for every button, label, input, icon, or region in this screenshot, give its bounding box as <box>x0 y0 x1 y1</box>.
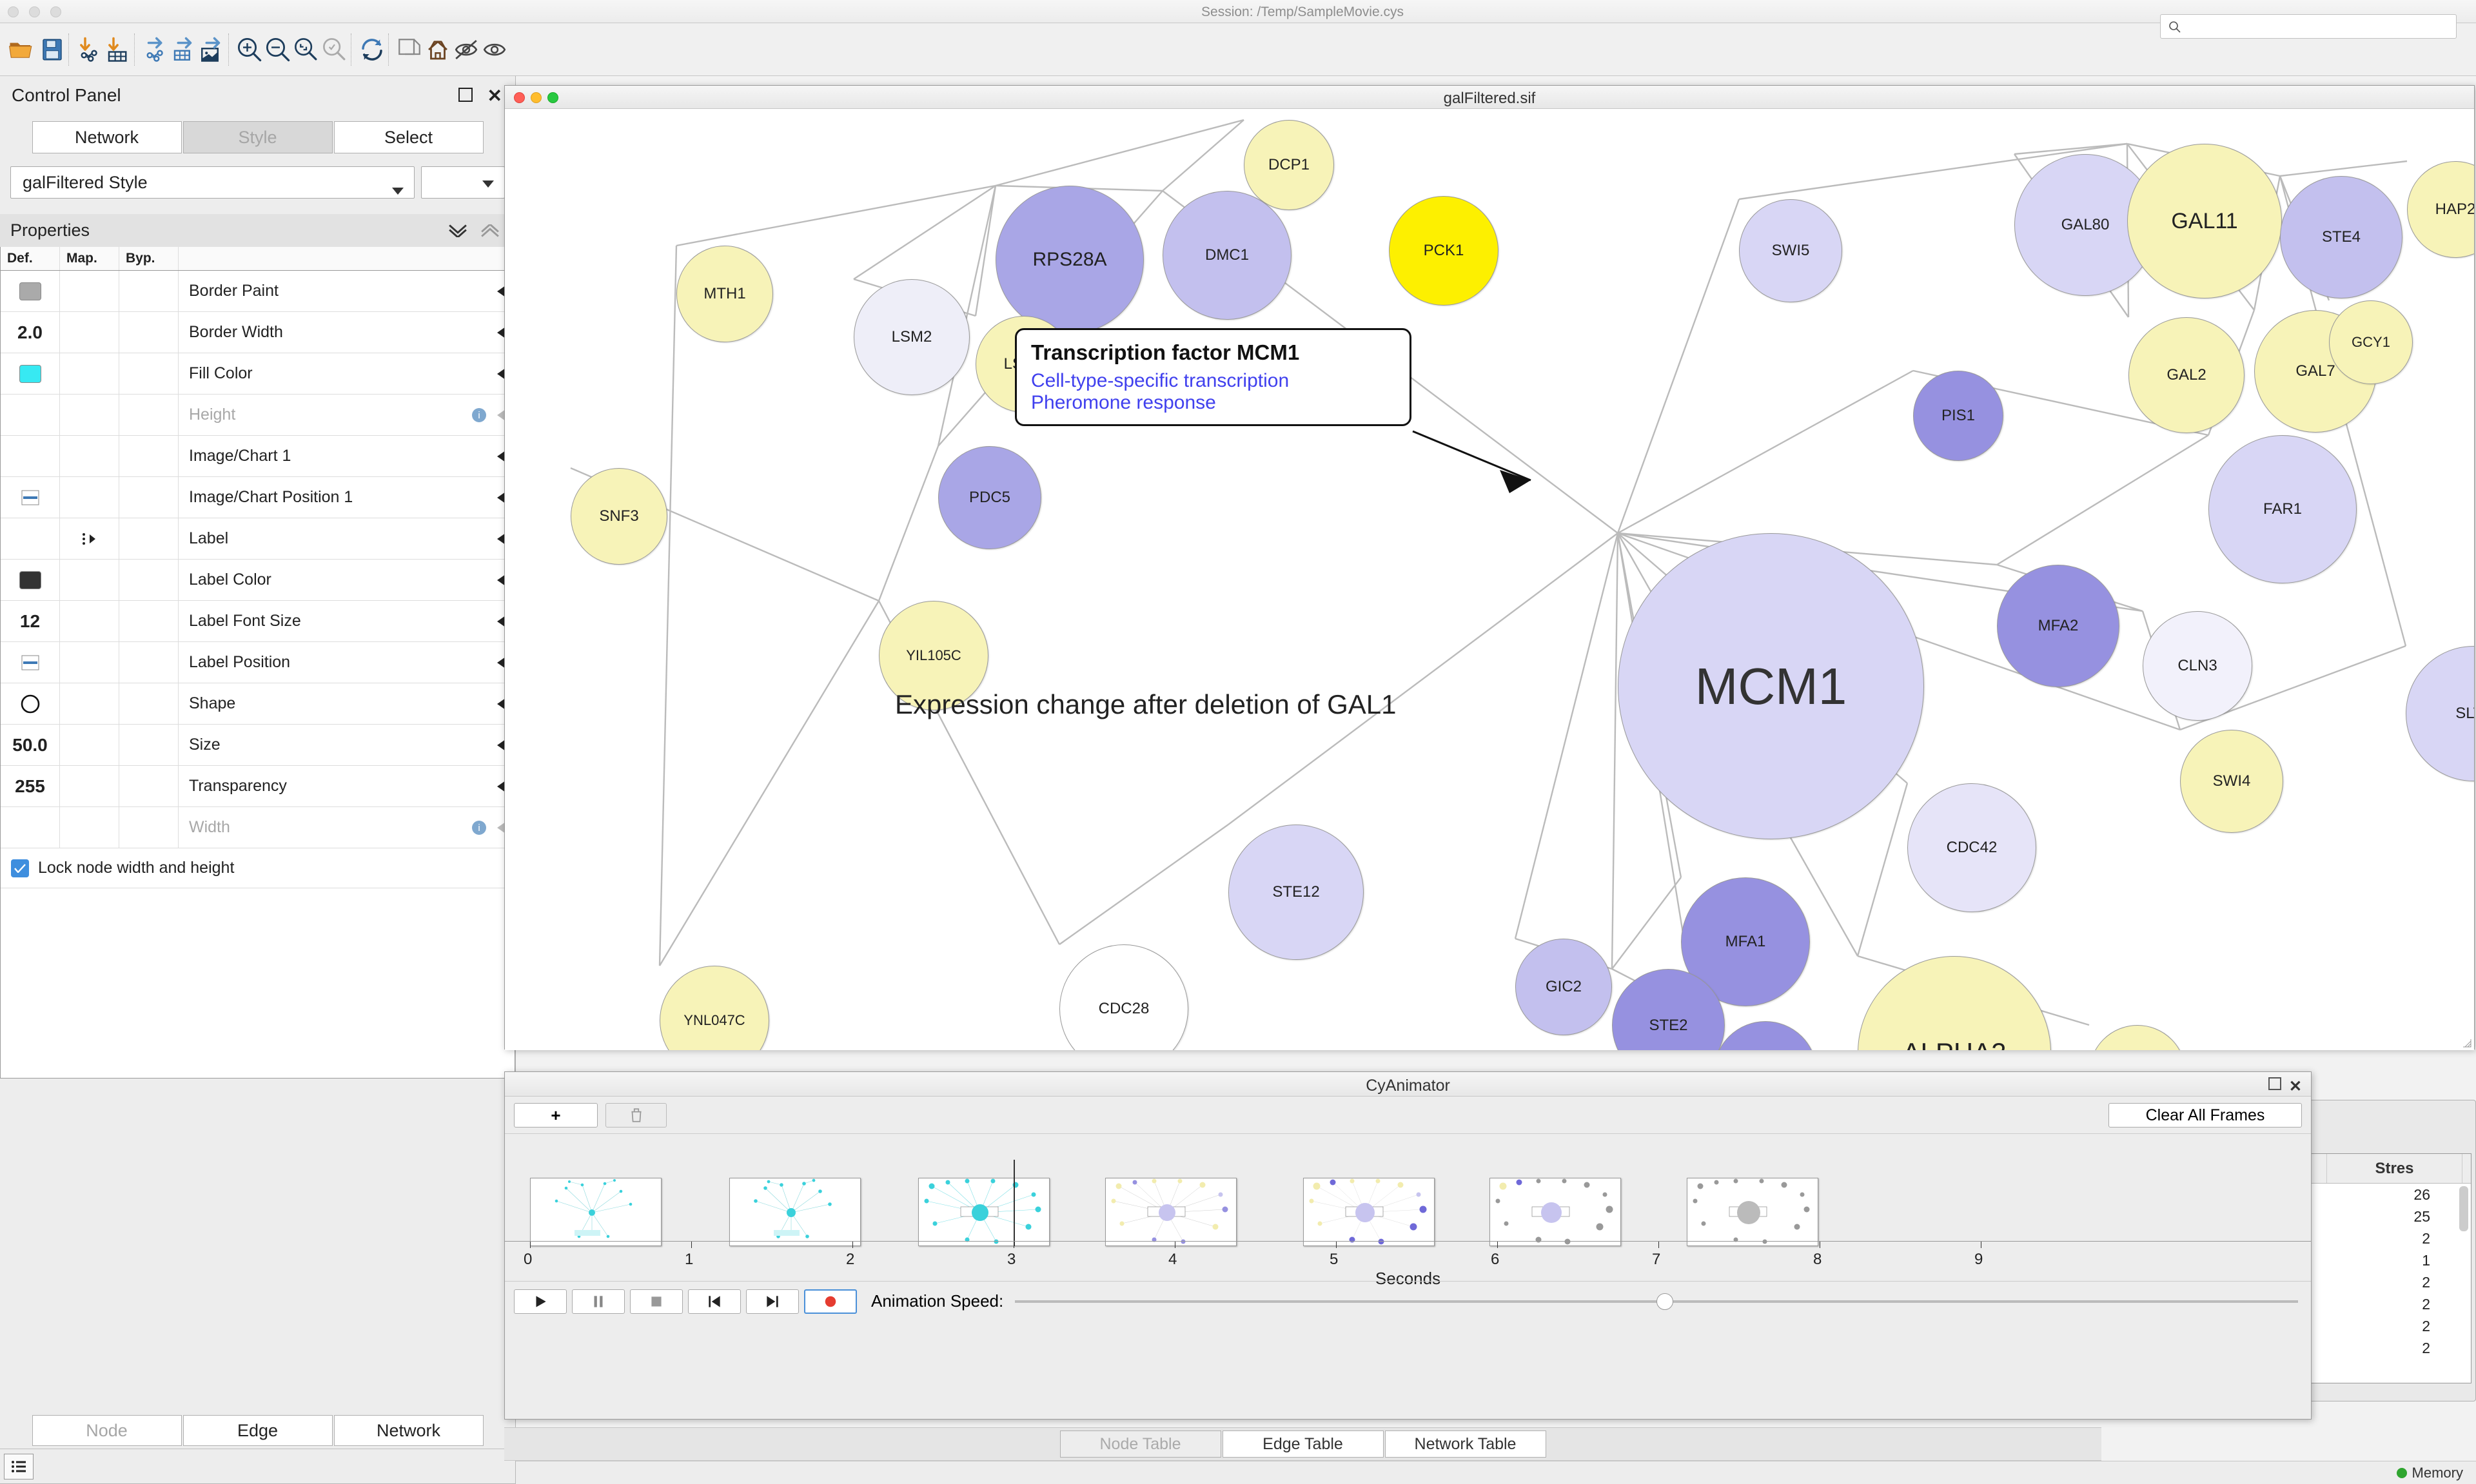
svg-text:i: i <box>478 410 480 421</box>
svg-text:i: i <box>478 823 480 834</box>
